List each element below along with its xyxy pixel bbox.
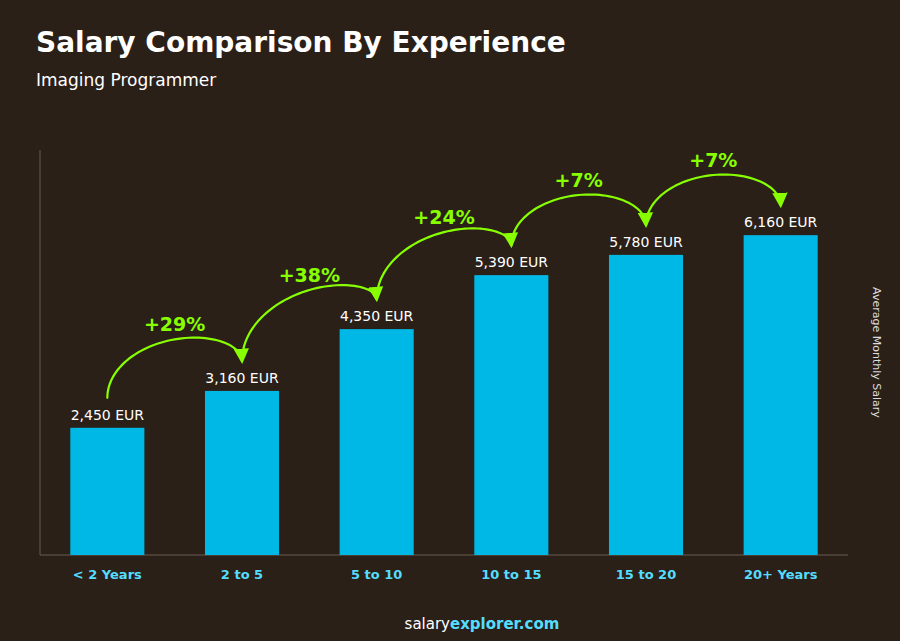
change-arc: [646, 175, 781, 225]
bar: [609, 255, 683, 555]
data-label: 5,390 EUR: [475, 254, 549, 270]
bar: [340, 329, 414, 555]
footer-text: salary: [405, 615, 451, 633]
x-tick-label: 20+ Years: [744, 567, 818, 582]
bar: [744, 235, 818, 555]
change-arc: [107, 338, 242, 398]
bar: [474, 275, 548, 555]
x-tick-label: 10 to 15: [481, 567, 541, 582]
data-label: 3,160 EUR: [205, 370, 279, 386]
data-label: 6,160 EUR: [744, 214, 818, 230]
chart-svg: Salary Comparison By Experience Imaging P…: [0, 0, 900, 641]
bars: [70, 235, 817, 555]
x-tick-label: 15 to 20: [616, 567, 676, 582]
x-tick-label: < 2 Years: [73, 567, 142, 582]
change-arc: [242, 285, 377, 361]
data-label: 2,450 EUR: [71, 407, 145, 423]
annotation: +29%: [144, 313, 205, 335]
subtitle: Imaging Programmer: [36, 70, 216, 90]
y-axis-label: Average Monthly Salary: [870, 287, 883, 418]
annotation: +38%: [279, 264, 340, 286]
data-label: 4,350 EUR: [340, 308, 414, 324]
bar: [70, 428, 144, 555]
footer-text: explorer.com: [450, 615, 559, 633]
bar: [205, 391, 279, 555]
annotation: +7%: [555, 169, 603, 191]
change-arc: [511, 194, 646, 245]
change-arc: [377, 228, 512, 299]
x-tick-label: 5 to 10: [351, 567, 402, 582]
x-axis-line: [40, 555, 848, 556]
chart-container: Salary Comparison By Experience Imaging P…: [0, 0, 900, 641]
x-tick-label: 2 to 5: [221, 567, 263, 582]
y-axis-line: [40, 150, 41, 555]
annotation: +7%: [689, 149, 737, 171]
annotation: +24%: [413, 206, 474, 228]
title: Salary Comparison By Experience: [36, 26, 566, 59]
data-label: 5,780 EUR: [609, 234, 683, 250]
